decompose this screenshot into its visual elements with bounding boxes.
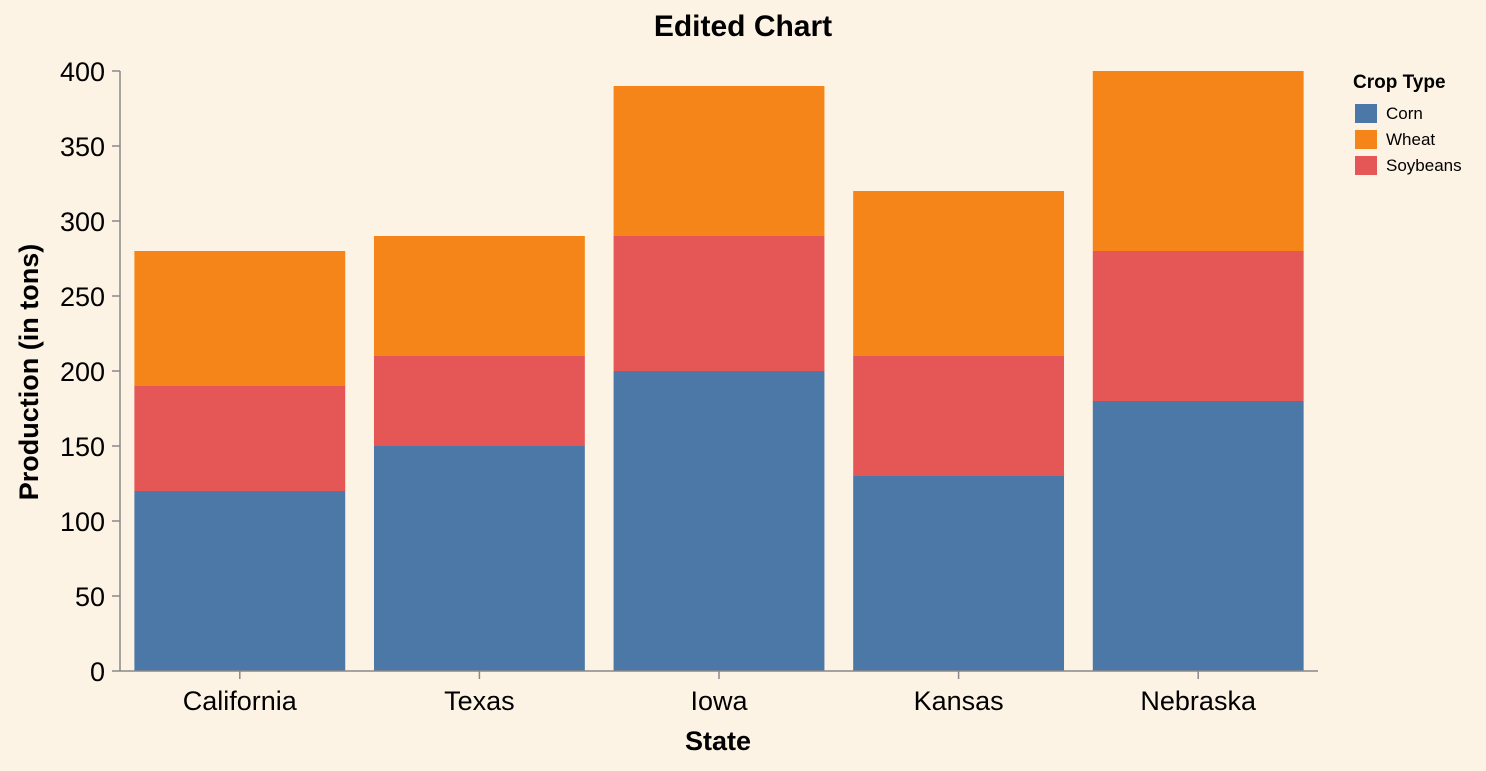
x-tick-label-kansas: Kansas bbox=[914, 686, 1004, 716]
x-axis: California Texas Iowa Kansas Nebraska bbox=[120, 670, 1318, 716]
bar-california-corn bbox=[134, 491, 346, 671]
y-tick-label: 400 bbox=[60, 57, 105, 87]
y-tick-label: 100 bbox=[60, 507, 105, 537]
x-tick-label-california: California bbox=[183, 686, 298, 716]
y-tick-label: 200 bbox=[60, 357, 105, 387]
bars-layer bbox=[134, 71, 1304, 671]
legend-label-wheat: Wheat bbox=[1386, 130, 1435, 149]
y-tick-label: 300 bbox=[60, 207, 105, 237]
bar-california-soybeans bbox=[134, 386, 346, 491]
legend-swatch-wheat bbox=[1355, 130, 1377, 149]
x-tick-label-nebraska: Nebraska bbox=[1140, 686, 1257, 716]
chart-title: Edited Chart bbox=[654, 10, 832, 43]
legend-label-corn: Corn bbox=[1386, 104, 1423, 123]
x-tick-label-texas: Texas bbox=[444, 686, 515, 716]
x-tick-label-iowa: Iowa bbox=[690, 686, 748, 716]
legend-swatch-corn bbox=[1355, 104, 1377, 123]
legend-label-soybeans: Soybeans bbox=[1386, 156, 1462, 175]
bar-texas-soybeans bbox=[373, 356, 585, 446]
y-tick-label: 350 bbox=[60, 132, 105, 162]
y-axis: 0 50 100 150 200 250 300 350 400 bbox=[60, 57, 121, 687]
y-tick-label: 150 bbox=[60, 432, 105, 462]
x-axis-title: State bbox=[685, 726, 751, 756]
legend-title: Crop Type bbox=[1353, 72, 1446, 93]
bar-kansas-corn bbox=[853, 476, 1065, 671]
bar-kansas-soybeans bbox=[853, 356, 1065, 476]
bar-nebraska-corn bbox=[1092, 401, 1304, 671]
y-tick-label: 250 bbox=[60, 282, 105, 312]
bar-texas-wheat bbox=[373, 236, 585, 356]
bar-texas-corn bbox=[373, 446, 585, 671]
bar-iowa-corn bbox=[613, 371, 825, 671]
bar-kansas-wheat bbox=[853, 191, 1065, 356]
y-axis-title: Production (in tons) bbox=[14, 244, 44, 500]
bar-iowa-wheat bbox=[613, 86, 825, 236]
bar-nebraska-wheat bbox=[1092, 71, 1304, 251]
y-tick-label: 50 bbox=[75, 582, 105, 612]
legend-swatch-soybeans bbox=[1355, 156, 1377, 175]
bar-california-wheat bbox=[134, 251, 346, 386]
bar-nebraska-soybeans bbox=[1092, 251, 1304, 401]
legend: Crop Type Corn Wheat Soybeans bbox=[1353, 72, 1462, 175]
y-tick-label: 0 bbox=[90, 657, 105, 687]
bar-iowa-soybeans bbox=[613, 236, 825, 371]
